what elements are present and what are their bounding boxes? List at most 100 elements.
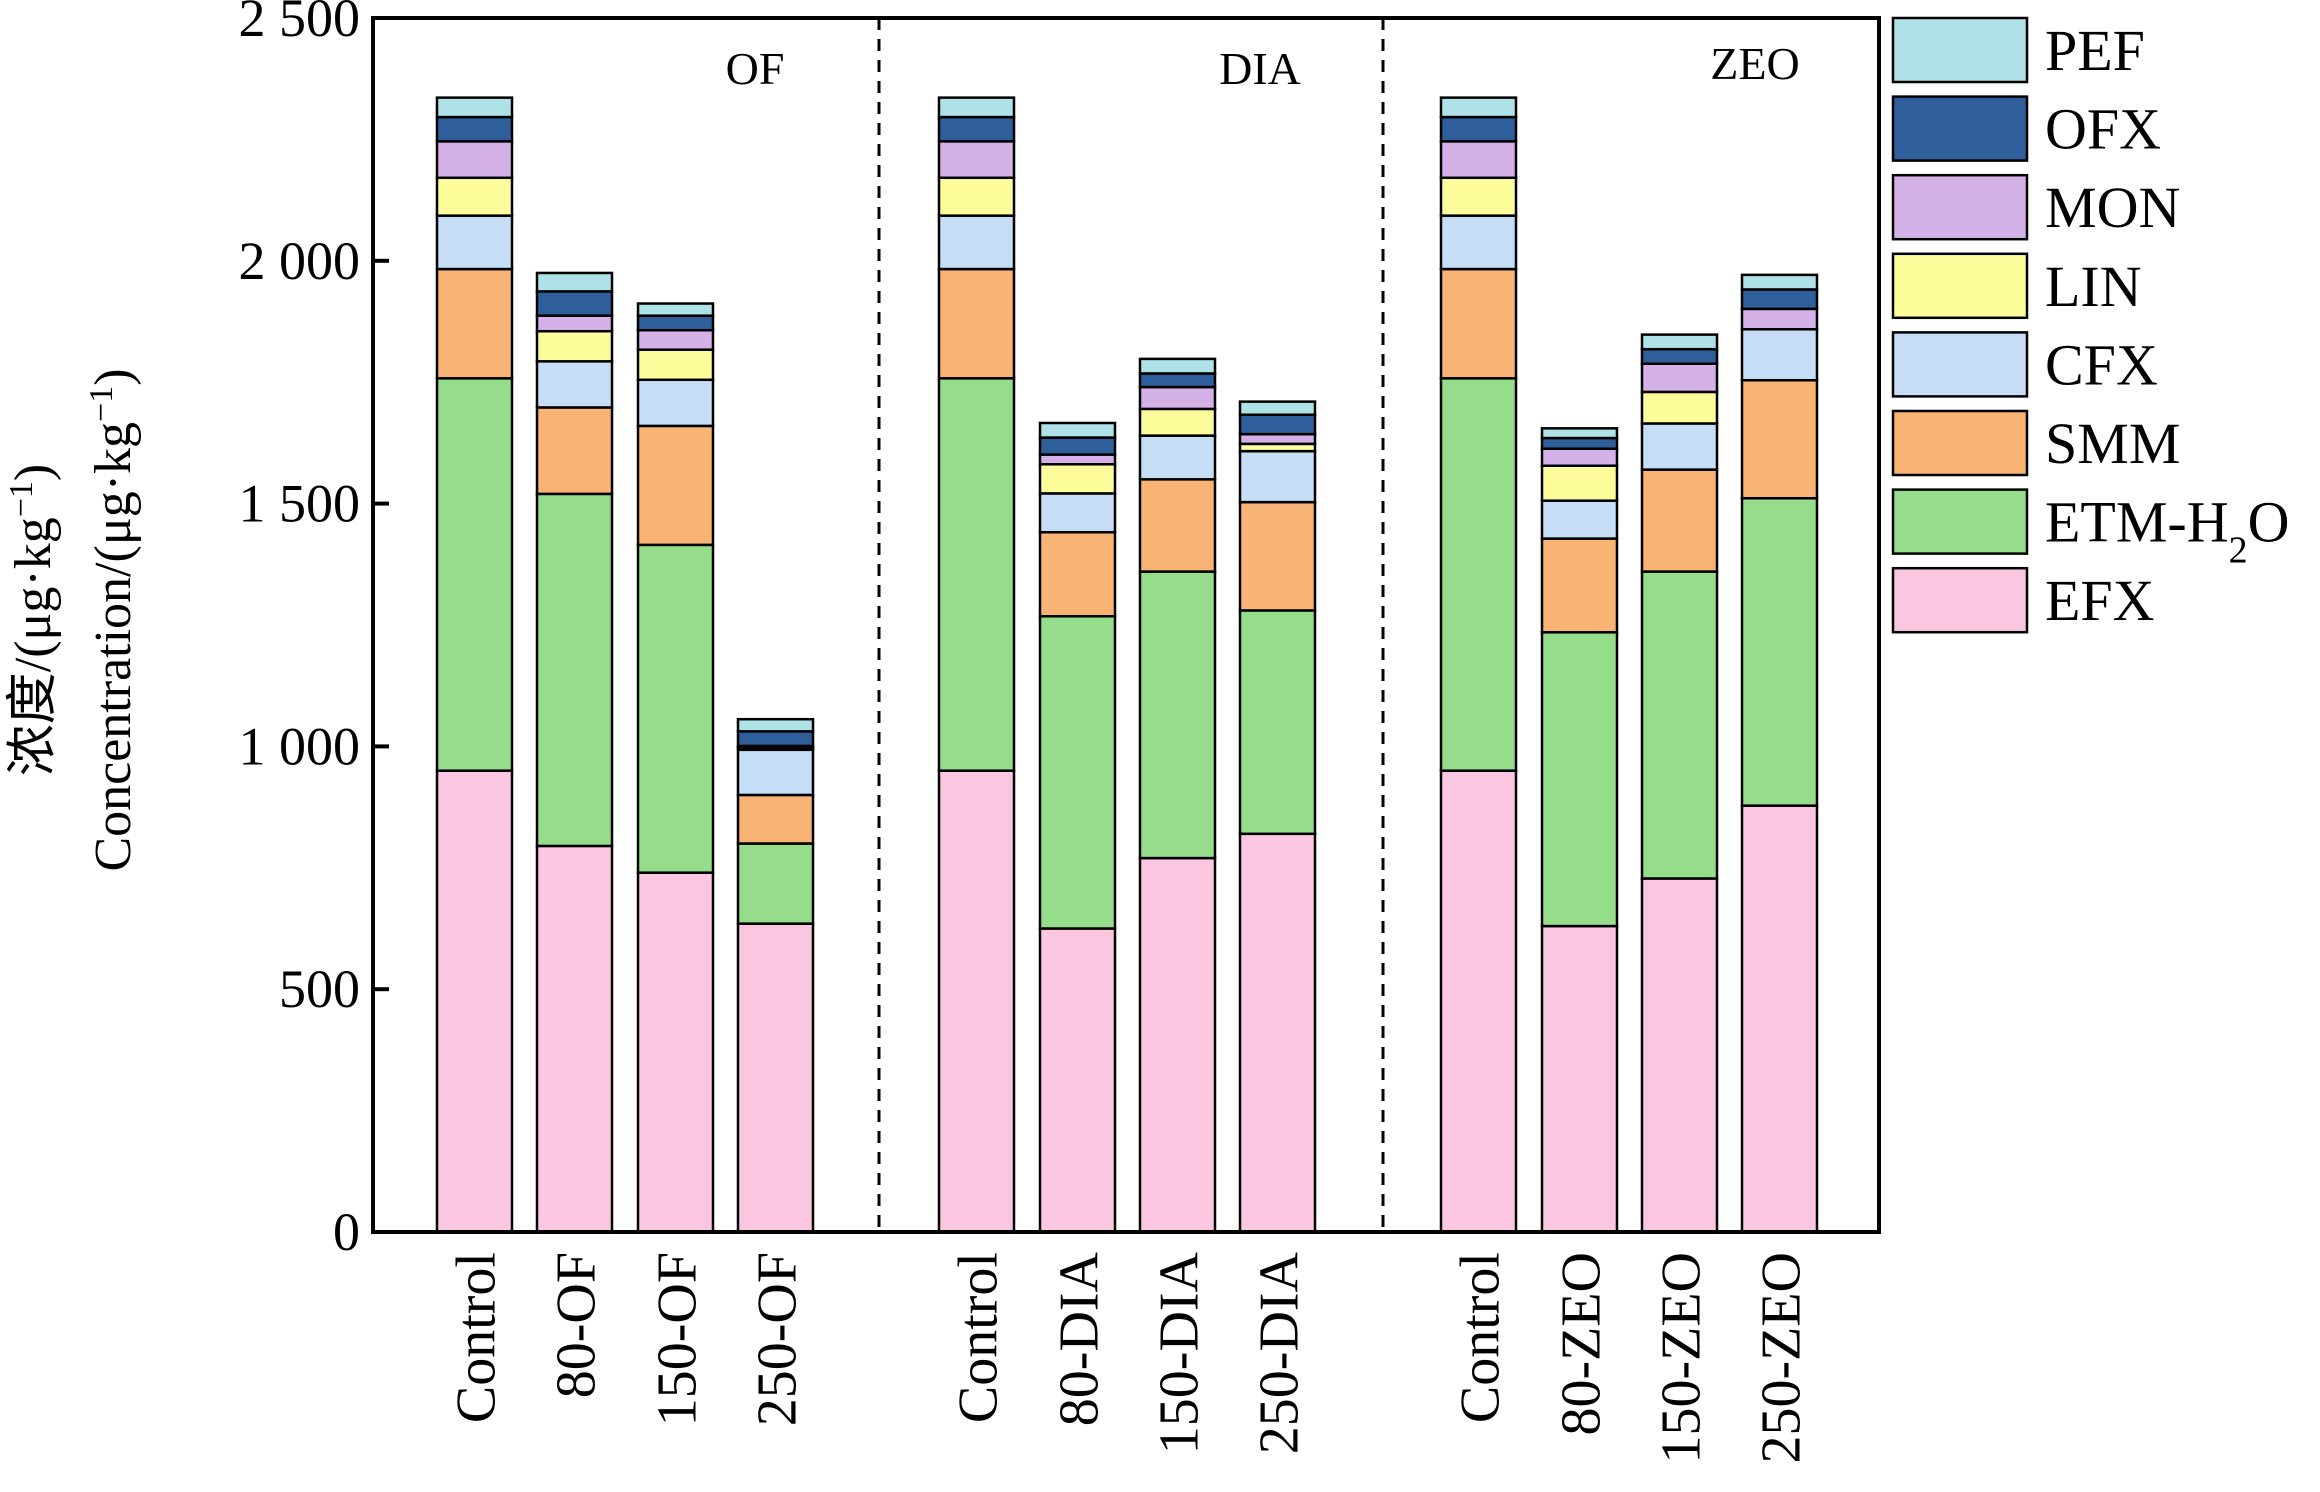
bar-segment-efx-10 <box>1640 877 1719 1234</box>
bar-segment-cfx-8 <box>1439 214 1518 271</box>
y-tick-label-3: 1 500 <box>239 474 361 534</box>
x-tick-label-11: 250-ZEO <box>1751 1252 1813 1464</box>
bar-segment-pef-8 <box>1439 96 1518 119</box>
bar-segment-etm-h-10 <box>1640 570 1719 880</box>
bar-segment-mon-11 <box>1740 307 1819 331</box>
bar-segment-etm-h-11 <box>1740 497 1819 807</box>
bar-segment-cfx-1 <box>535 360 614 409</box>
bar-segment-ofx-11 <box>1740 288 1819 311</box>
bar-segment-ofx-9 <box>1540 436 1619 450</box>
bar-segment-smm-11 <box>1740 379 1819 500</box>
bar-segment-mon-9 <box>1540 447 1619 467</box>
legend-swatch-cfx <box>1891 331 2029 398</box>
bar-segment-smm-6 <box>1138 478 1217 573</box>
bar-segment-etm-h-5 <box>1038 615 1117 930</box>
bar-segment-ofx-7 <box>1238 413 1317 436</box>
bar-segment-pef-6 <box>1138 357 1217 375</box>
legend-label-smm: SMM <box>2045 411 2180 476</box>
bar-segment-efx-11 <box>1740 804 1819 1234</box>
bar-segment-smm-4 <box>937 267 1016 380</box>
bar-segment-lin-8 <box>1439 176 1518 217</box>
bar-segment-lin-0 <box>435 176 514 217</box>
legend-swatch-pef <box>1891 16 2029 84</box>
group-label-of: OF <box>726 43 785 94</box>
bar-segment-smm-8 <box>1439 267 1518 380</box>
bar-segment-cfx-7 <box>1238 449 1317 504</box>
bar-segment-lin-5 <box>1038 463 1117 495</box>
bar-segment-mon-5 <box>1038 453 1117 466</box>
bar-segment-ofx-4 <box>937 115 1016 143</box>
bar-segment-etm-h-4 <box>937 377 1016 772</box>
bar-segment-ofx-5 <box>1038 436 1117 456</box>
y-axis-label-cn: 浓度/(μg·kg−1) <box>3 464 63 776</box>
bar-segment-mon-4 <box>937 140 1016 180</box>
x-axis: Control 80-OF 150-OF 250-OF Control 80-DIA 150… <box>446 1251 1813 1463</box>
x-tick-label-3: 250-OF <box>747 1252 809 1426</box>
bar-segment-ofx-8 <box>1439 115 1518 143</box>
bar-segment-cfx-4 <box>937 214 1016 271</box>
bar-segment-cfx-3 <box>736 748 815 797</box>
y-tick-label-2: 1 000 <box>239 716 361 776</box>
y-axis: 0 500 1 000 1 500 2 000 2 500 <box>239 0 389 1262</box>
bar-segment-lin-4 <box>937 176 1016 217</box>
bar-segment-cfx-11 <box>1740 328 1819 382</box>
bar-segment-smm-2 <box>636 424 715 547</box>
x-tick-label-0: Control <box>446 1252 508 1423</box>
bar-segment-mon-7 <box>1238 432 1317 446</box>
bar-segment-mon-1 <box>535 314 614 333</box>
bar-segment-smm-7 <box>1238 500 1317 612</box>
bar-segment-cfx-9 <box>1540 499 1619 540</box>
x-tick-label-10: 150-ZEO <box>1651 1252 1713 1464</box>
bar-segment-smm-3 <box>736 793 815 845</box>
legend-label-efx: EFX <box>2045 568 2155 633</box>
bar-segment-efx-7 <box>1238 832 1317 1234</box>
bar-segment-efx-6 <box>1138 856 1217 1234</box>
group-label-zeo: ZEO <box>1710 38 1799 89</box>
legend-swatch-ofx <box>1891 95 2029 162</box>
bar-segment-cfx-2 <box>636 378 715 428</box>
bar-segment-pef-2 <box>636 302 715 317</box>
bar-segment-etm-h-9 <box>1540 631 1619 928</box>
bar-segment-smm-9 <box>1540 537 1619 634</box>
bar-segment-efx-4 <box>937 769 1016 1234</box>
bar-segment-ofx-1 <box>535 290 614 317</box>
bar-segment-lin-10 <box>1640 390 1719 425</box>
x-tick-label-5: 80-DIA <box>1049 1251 1111 1426</box>
bar-segment-lin-1 <box>535 329 614 363</box>
y-axis-label: 浓度/(μg·kg−1) Concentration/(μg·kg−1) <box>3 368 143 871</box>
bar-segment-pef-9 <box>1540 427 1619 440</box>
bar-segment-smm-5 <box>1038 531 1117 618</box>
bar-segment-pef-5 <box>1038 421 1117 439</box>
bar-segment-pef-4 <box>937 96 1016 119</box>
bar-segment-efx-8 <box>1439 769 1518 1234</box>
y-tick-label-4: 2 000 <box>239 231 361 291</box>
x-tick-label-9: 80-ZEO <box>1551 1252 1613 1436</box>
x-tick-label-7: 250-DIA <box>1249 1251 1311 1454</box>
bar-segment-mon-8 <box>1439 140 1518 180</box>
bar-segment-lin-2 <box>636 348 715 382</box>
x-tick-label-6: 150-DIA <box>1149 1251 1211 1454</box>
bar-segment-etm-h-7 <box>1238 609 1317 836</box>
bar-segment-pef-3 <box>736 717 815 733</box>
bar-segment-cfx-6 <box>1138 434 1217 481</box>
bar-segment-ofx-6 <box>1138 372 1217 389</box>
legend-label-lin: LIN <box>2045 254 2142 319</box>
bar-segment-pef-1 <box>535 271 614 293</box>
bar-segment-mon-10 <box>1640 362 1719 394</box>
legend-label-cfx: CFX <box>2045 332 2158 397</box>
bar-segment-etm-h-2 <box>636 543 715 874</box>
bar-segment-etm-h-6 <box>1138 570 1217 860</box>
legend-swatch-etm-h <box>1891 488 2029 555</box>
bar-segment-etm-h-1 <box>535 492 614 848</box>
bar-segment-cfx-0 <box>435 214 514 271</box>
legend-label-pef: PEF <box>2045 18 2145 83</box>
y-tick-label-1: 500 <box>279 959 360 1019</box>
bar-segment-smm-1 <box>535 406 614 496</box>
bar-segment-lin-9 <box>1540 464 1619 502</box>
legend-label-ofx: OFX <box>2045 97 2161 162</box>
group-labels: OF DIA ZEO <box>726 38 1800 94</box>
legend-swatch-mon <box>1891 173 2029 241</box>
bar-segment-etm-h-0 <box>435 377 514 772</box>
